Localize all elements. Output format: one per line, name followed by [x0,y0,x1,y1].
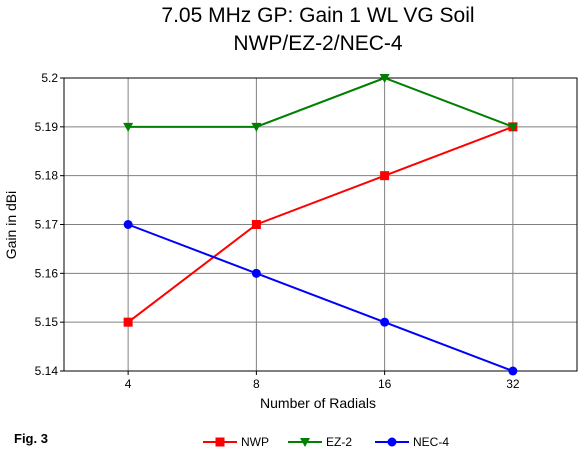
y-tick-label: 5.16 [35,266,59,280]
x-tick-label: 32 [506,377,520,391]
y-tick-label: 5.15 [35,315,59,329]
legend-item-nwp: NWP [203,435,269,449]
x-tick-label: 4 [125,377,132,391]
data-point-ez-2 [123,122,134,132]
data-point-nwp [123,317,133,327]
legend-label: EZ-2 [326,435,352,449]
x-axis-ticks: 4 8 16 32 [125,371,520,391]
data-point-nec-4 [123,220,133,229]
y-axis-title: Gain in dBi [3,191,19,259]
legend-label: NEC-4 [413,435,449,449]
chart-title: 7.05 MHz GP: Gain 1 WL VG Soil [161,4,474,27]
data-point-nwp [380,171,390,181]
legend-marker [387,437,397,447]
data-point-nec-4 [508,366,518,376]
y-axis-ticks: 5.14 5.15 5.16 5.17 5.18 5.19 5.2 [35,71,64,378]
data-point-ez-2 [379,74,390,83]
data-point-nwp [251,220,261,229]
y-tick-label: 5.14 [35,364,59,378]
x-tick-label: 8 [253,377,260,391]
legend-marker [215,437,225,447]
y-tick-label: 5.2 [41,71,58,85]
legend-item-nec-4: NEC-4 [375,435,449,449]
data-point-nec-4 [251,268,261,278]
data-point-ez-2 [507,122,518,132]
y-tick-label: 5.19 [35,120,59,134]
series-ez-2 [123,74,518,132]
data-point-nec-4 [380,317,390,327]
x-axis-title: Number of Radials [260,395,376,411]
legend-marker [300,438,310,447]
series-line-ez-2 [128,76,514,128]
data-point-ez-2 [251,122,262,132]
legend: NWP EZ-2 NEC-4 [203,435,449,449]
y-tick-label: 5.17 [35,218,59,232]
legend-label: NWP [241,435,269,449]
chart-subtitle: NWP/EZ-2/NEC-4 [233,32,403,55]
series-nec-4 [123,220,518,376]
figure-label: Fig. 3 [14,431,48,446]
series-line-nec-4 [127,223,514,372]
series-group [123,74,518,376]
x-tick-label: 16 [378,377,392,391]
y-tick-label: 5.18 [35,169,59,183]
series-line-nwp [127,125,514,323]
legend-item-ez-2: EZ-2 [288,435,352,449]
